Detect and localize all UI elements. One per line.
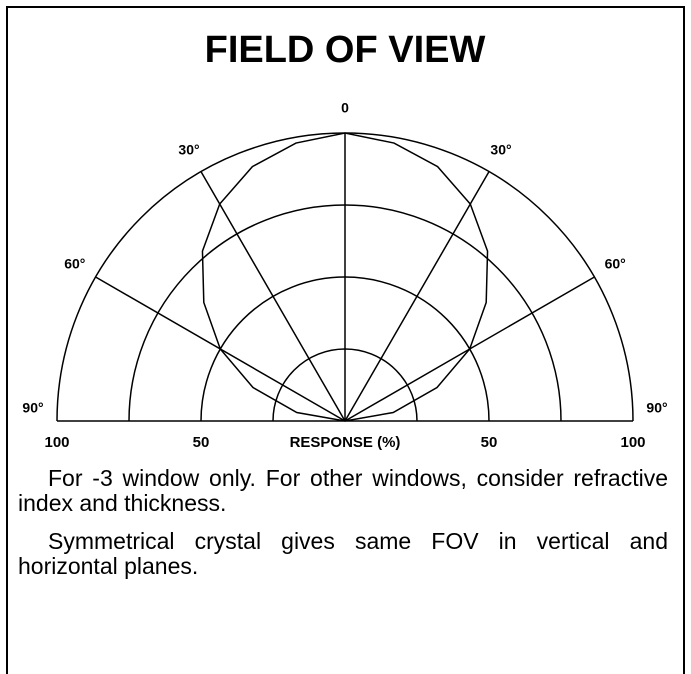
theta-tick-label: 0 <box>341 100 349 116</box>
theta-tick-label: 90° <box>646 400 667 416</box>
r-tick-label: 100 <box>620 434 645 451</box>
theta-tick-label: 90° <box>22 400 43 416</box>
theta-tick-label: 60° <box>605 256 626 272</box>
axis-label: RESPONSE (%) <box>290 434 401 451</box>
chart-title: FIELD OF VIEW <box>205 29 486 71</box>
response-curve <box>201 132 489 422</box>
notes: For -3 window only. For other windows, c… <box>18 466 668 592</box>
note: Symmetrical crystal gives same FOV in ve… <box>18 528 668 579</box>
theta-tick-label: 30° <box>178 142 199 158</box>
frame <box>6 6 685 674</box>
theta-tick-label: 60° <box>64 256 85 272</box>
r-tick-label: 50 <box>481 434 498 451</box>
theta-tick-label: 30° <box>490 142 511 158</box>
note: For -3 window only. For other windows, c… <box>18 465 668 516</box>
r-tick-label: 100 <box>44 434 69 451</box>
r-tick-label: 50 <box>193 434 210 451</box>
radial-line <box>344 171 490 422</box>
radial-line <box>200 171 346 422</box>
